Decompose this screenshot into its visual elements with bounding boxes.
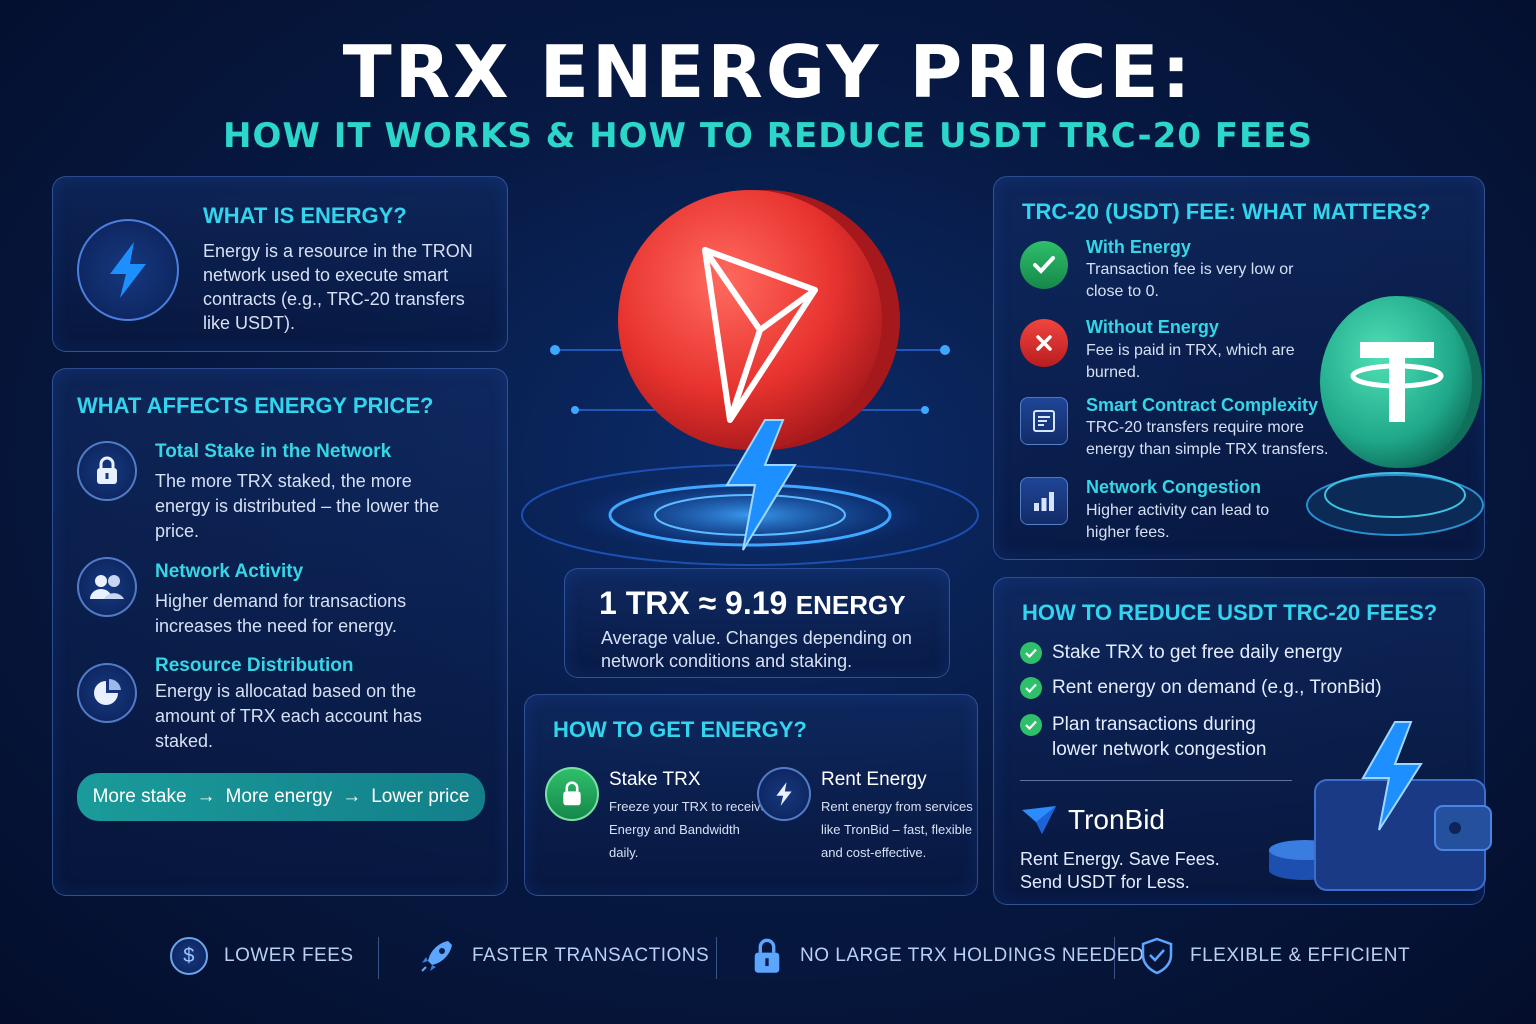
lightning-icon [77, 219, 179, 321]
rent-energy-title: Rent Energy [821, 769, 927, 790]
arrow-right-icon: → [196, 786, 216, 807]
reduce-item: Plan transactions during lower network c… [1020, 712, 1302, 762]
flow-step: More stake [92, 786, 187, 807]
reduce-item-text: Rent energy on demand (e.g., TronBid) [1052, 677, 1382, 698]
lock-icon [754, 938, 780, 973]
rent-energy-text: Rent energy from services like TronBid –… [821, 799, 973, 860]
benefit-label: FLEXIBLE & EFFICIENT [1190, 945, 1411, 966]
affects-item-title: Network Activity [155, 561, 304, 582]
shield-check-icon [1141, 937, 1173, 975]
what-is-energy-card: WHAT IS ENERGY? Energy is a resource in … [52, 176, 508, 352]
tronbid-logo-icon [1022, 806, 1056, 834]
stake-energy-price-flow: More stake → More energy → Lower price [77, 773, 485, 821]
what-is-energy-heading: WHAT IS ENERGY? [203, 203, 407, 228]
stake-trx-text: Freeze your TRX to receive Energy and Ba… [609, 799, 768, 860]
reduce-heading: HOW TO REDUCE USDT TRC-20 FEES? [1022, 600, 1438, 625]
bar-chart-icon [1020, 477, 1068, 525]
reduce-item-text: Stake TRX to get free daily energy [1052, 642, 1343, 663]
tether-coin-illustration [1306, 296, 1484, 536]
get-energy-card: HOW TO GET ENERGY? Stake TRX Freeze your… [524, 694, 978, 896]
get-energy-heading: HOW TO GET ENERGY? [553, 717, 807, 742]
divider [716, 937, 717, 979]
check-icon [1020, 642, 1042, 664]
energy-rate-unit: ENERGY [795, 590, 906, 620]
reduce-item: Rent energy on demand (e.g., TronBid) [1020, 677, 1382, 699]
affects-card: WHAT AFFECTS ENERGY PRICE? Total Stake i… [52, 368, 508, 896]
affects-item-title: Total Stake in the Network [155, 441, 392, 462]
check-icon [1020, 241, 1068, 289]
lock-icon [77, 441, 137, 501]
affects-item-text: Higher demand for transactions increases… [155, 591, 407, 636]
benefit-flexible: FLEXIBLE & EFFICIENT [1140, 937, 1410, 975]
tronbid-brand: TronBid [1068, 804, 1166, 835]
energy-rate-value: 1 TRX ≈ 9.19 [599, 585, 788, 621]
fee-item-title: Network Congestion [1086, 477, 1262, 497]
benefit-label: NO LARGE TRX HOLDINGS NEEDED [800, 945, 1145, 966]
affects-item-text: The more TRX staked, the more energy is … [155, 471, 440, 541]
tronbid-tagline: Rent Energy. Save Fees. Send USDT for Le… [1020, 849, 1220, 892]
benefit-label: LOWER FEES [224, 945, 354, 966]
reduce-item-text: Plan transactions during lower network c… [1052, 714, 1267, 760]
fee-item-text: Transaction fee is very low or close to … [1086, 261, 1294, 300]
affects-item-text: Energy is allocatad based on the amount … [155, 681, 422, 751]
tron-coin-illustration [521, 190, 979, 566]
affects-item-title: Resource Distribution [155, 655, 354, 676]
divider [1020, 780, 1292, 781]
pie-chart-icon [77, 663, 137, 723]
fee-item-title: Without Energy [1086, 317, 1219, 337]
fee-item-title: Smart Contract Complexity [1086, 395, 1319, 415]
page-subtitle: HOW IT WORKS & HOW TO REDUCE USDT TRC-20… [223, 116, 1313, 156]
fee-item-text: Higher activity can lead to higher fees. [1086, 502, 1270, 541]
fees-heading: TRC-20 (USDT) FEE: WHAT MATTERS? [1022, 199, 1431, 224]
lock-icon [545, 767, 599, 821]
fee-item-title: With Energy [1086, 237, 1191, 257]
energy-rate-note: Average value. Changes depending on netw… [601, 628, 912, 671]
benefit-no-large-holdings: NO LARGE TRX HOLDINGS NEEDED [750, 937, 1144, 975]
flow-step: More energy [225, 786, 333, 807]
benefit-lower-fees: $ LOWER FEES [170, 937, 354, 975]
flow-step: Lower price [371, 786, 470, 807]
benefit-label: FASTER TRANSACTIONS [472, 945, 710, 966]
check-icon [1020, 714, 1042, 736]
what-is-energy-text: Energy is a resource in the TRON network… [203, 241, 473, 333]
document-icon [1020, 397, 1068, 445]
lightning-icon [757, 767, 811, 821]
fee-item-text: TRC-20 transfers require more energy tha… [1086, 419, 1329, 458]
wallet-illustration [1269, 721, 1492, 891]
stake-trx-title: Stake TRX [609, 769, 701, 790]
affects-heading: WHAT AFFECTS ENERGY PRICE? [77, 393, 434, 418]
reduce-item: Stake TRX to get free daily energy [1020, 642, 1342, 664]
fee-item-text: Fee is paid in TRX, which are burned. [1086, 342, 1295, 381]
energy-rate-card: 1 TRX ≈ 9.19 ENERGY Average value. Chang… [564, 568, 950, 678]
divider [1114, 937, 1115, 979]
benefit-faster-transactions: FASTER TRANSACTIONS [418, 937, 709, 975]
dollar-icon: $ [170, 937, 208, 975]
check-icon [1020, 677, 1042, 699]
users-icon [77, 557, 137, 617]
rocket-icon [421, 941, 452, 972]
arrow-right-icon: → [342, 786, 362, 807]
close-icon [1020, 319, 1068, 367]
page-title: TRX ENERGY PRICE: [342, 30, 1194, 114]
divider [378, 937, 379, 979]
